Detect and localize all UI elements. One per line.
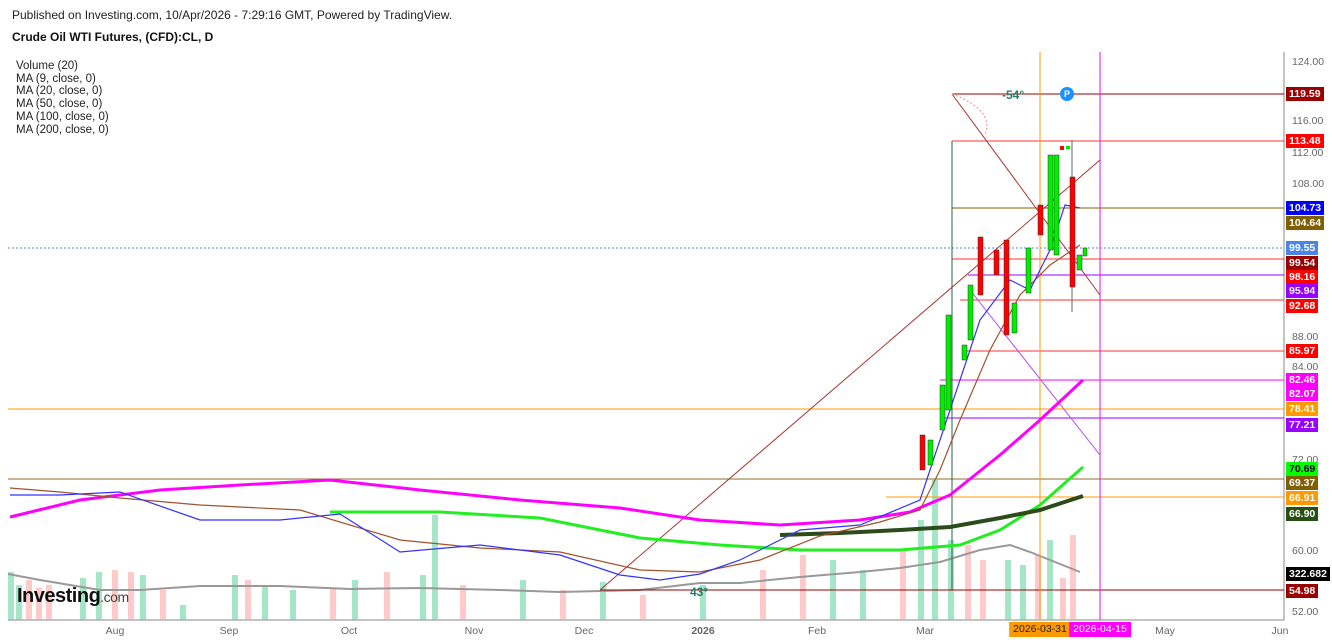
price-label: 104.73 [1286,201,1325,215]
p-marker-icon[interactable]: P [1060,87,1074,101]
price-label: 99.54 [1286,256,1319,270]
legend-volume[interactable]: Volume (20) [16,60,79,72]
angle-annotation-top: -54° [1002,88,1025,102]
y-tick: 84.00 [1292,361,1319,373]
price-label: 54.98 [1286,584,1319,598]
legend-ma200[interactable]: MA (200, close, 0) [16,123,109,136]
price-label: 95.94 [1286,284,1319,298]
x-label: Nov [464,625,484,637]
price-label: 78.41 [1286,402,1319,416]
price-label: 98.16 [1286,270,1319,284]
current-price-label: 99.55 [1286,241,1319,255]
y-tick: 108.00 [1292,178,1325,190]
indicator-legend: Volume (20) MA (9, close, 0) MA (20, clo… [16,60,109,136]
x-label: 2026 [691,625,715,637]
legend-ma20[interactable]: MA (20, close, 0) [16,85,103,98]
y-tick: 52.00 [1292,606,1319,618]
x-label: Aug [105,625,125,637]
price-label: 70.69 [1286,462,1319,476]
price-label: 85.97 [1286,344,1319,358]
price-label: 69.37 [1286,476,1319,490]
chart-title: Crude Oil WTI Futures, (CFD):CL, D [12,30,214,44]
legend-ma100[interactable]: MA (100, close, 0) [16,110,109,123]
legend-ma9[interactable]: MA (9, close, 0) [16,72,96,85]
x-label: Dec [574,625,594,637]
date-badge-2026-03-31: 2026-03-31 [1009,622,1071,637]
x-label: Feb [807,625,827,637]
price-label: 66.90 [1286,507,1319,521]
y-tick: 88.00 [1292,331,1319,343]
price-label: 82.07 [1286,387,1319,401]
legend-ma50[interactable]: MA (50, close, 0) [16,98,103,111]
angle-annotation-bottom: 43° [690,585,709,599]
x-label: Jun [1271,625,1289,637]
price-label: 82.46 [1286,373,1319,387]
candles [919,140,1088,471]
y-tick: 116.00 [1292,115,1324,127]
y-tick: 60.00 [1292,545,1319,557]
date-badge-2026-04-15: 2026-04-15 [1069,622,1131,637]
price-label: 92.68 [1286,299,1319,313]
y-tick: 112.00 [1292,147,1324,159]
x-label: May [1155,625,1175,637]
price-label: 104.64 [1286,216,1325,230]
investing-logo: Investing.com [17,585,129,607]
x-label: Sep [219,625,239,637]
price-label: 66.91 [1286,491,1319,505]
price-label: 77.21 [1286,418,1319,432]
price-label: 119.59 [1286,87,1324,101]
published-info: Published on Investing.com, 10/Apr/2026 … [12,8,453,22]
y-tick: 124.00 [1292,56,1325,68]
price-label: 113.48 [1286,134,1324,148]
volume-ma-label: 322.682 [1286,567,1330,581]
x-label: Mar [915,625,935,637]
volume-bars [8,480,1076,620]
x-label: Oct [340,625,358,637]
